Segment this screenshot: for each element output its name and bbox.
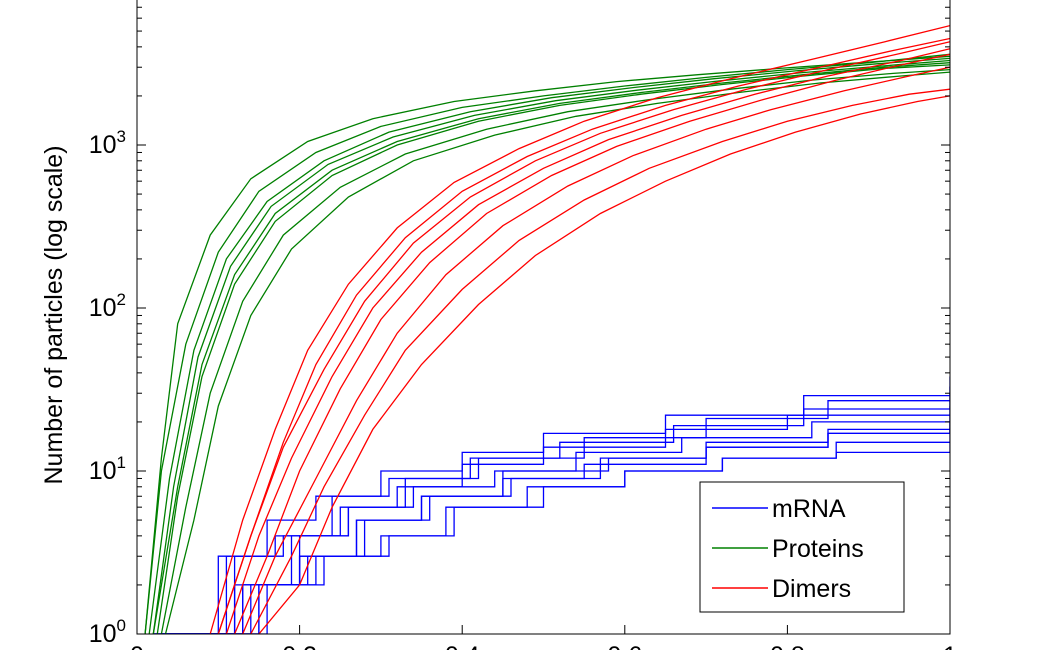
series-mrna-line bbox=[153, 386, 950, 634]
series-dimers-line bbox=[217, 37, 950, 634]
series-dimers-line bbox=[258, 95, 950, 634]
x-tick-label: 0.8 bbox=[770, 642, 805, 650]
x-tick-label: 0.4 bbox=[445, 642, 480, 650]
series-proteins-line bbox=[164, 71, 950, 634]
legend-entry-proteins: Proteins bbox=[712, 535, 864, 563]
y-tick-label: 102 bbox=[89, 290, 126, 322]
plot-frame bbox=[136, 0, 951, 635]
legend-entry-mrna: mRNA bbox=[712, 495, 846, 523]
series-dimers-line bbox=[225, 48, 950, 634]
legend: mRNA Proteins Dimers bbox=[699, 481, 905, 613]
y-tick-label: 100 bbox=[89, 616, 126, 648]
x-tick-label: 0 bbox=[130, 642, 144, 650]
series-dimers-line bbox=[234, 53, 950, 634]
legend-entry-dimers: Dimers bbox=[712, 575, 851, 603]
series-proteins-line bbox=[144, 53, 950, 634]
series-proteins-line bbox=[144, 55, 950, 634]
series-proteins-line bbox=[160, 68, 950, 634]
y-tick-label: 101 bbox=[89, 453, 126, 485]
series-dimers-line bbox=[209, 24, 950, 634]
axes-layer bbox=[136, 0, 951, 635]
series-dimers-line bbox=[242, 66, 950, 634]
series-proteins-line bbox=[152, 59, 950, 634]
series-proteins-line bbox=[148, 57, 950, 634]
series-proteins-line bbox=[156, 64, 950, 634]
legend-label: Proteins bbox=[772, 535, 864, 563]
legend-box bbox=[699, 481, 905, 613]
series-dimers-group bbox=[209, 24, 950, 634]
y-axis-label: Number of particles (log scale) bbox=[40, 145, 68, 484]
series-proteins-group bbox=[144, 53, 950, 634]
y-axis-ticks: 100101102103104 bbox=[89, 6, 950, 648]
series-layer bbox=[144, 24, 950, 634]
series-proteins-line bbox=[152, 62, 950, 634]
y-tick-label: 103 bbox=[89, 127, 126, 159]
x-tick-label: 0.2 bbox=[282, 642, 317, 650]
legend-label: mRNA bbox=[772, 495, 846, 523]
x-tick-label: 0.6 bbox=[607, 642, 642, 650]
series-dimers-line bbox=[217, 41, 950, 634]
series-mrna-line bbox=[161, 429, 950, 634]
series-dimers-line bbox=[250, 88, 950, 634]
legend-label: Dimers bbox=[772, 575, 851, 603]
x-tick-label: 1 bbox=[943, 642, 957, 650]
